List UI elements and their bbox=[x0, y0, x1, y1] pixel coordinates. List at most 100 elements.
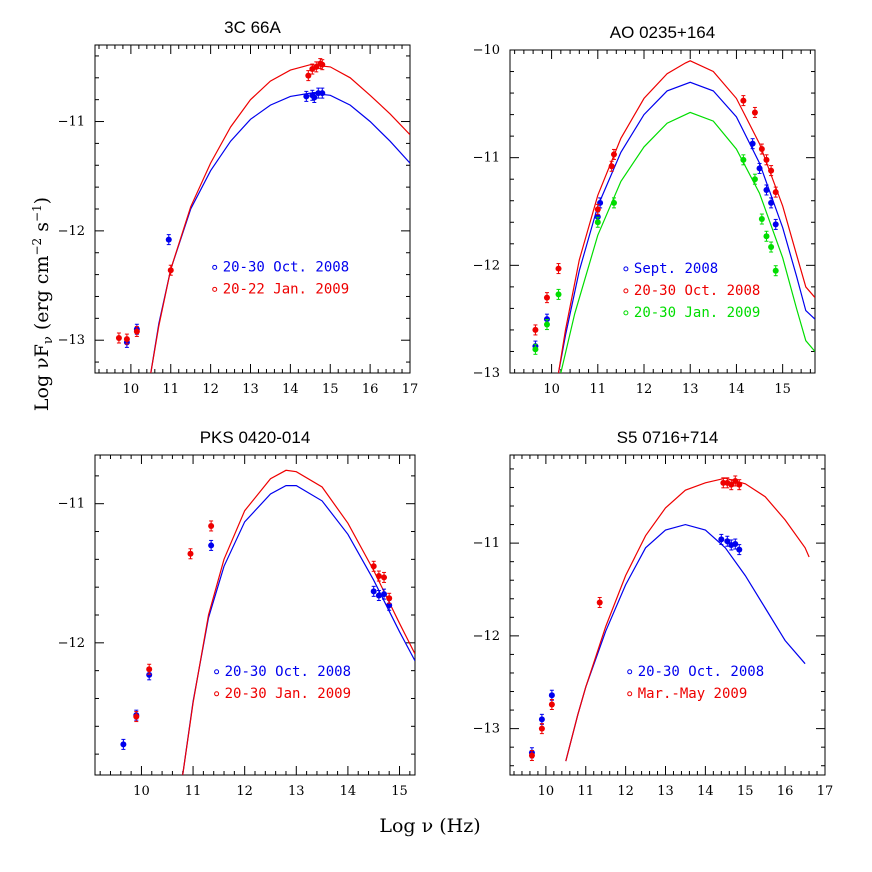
y-axis-label-part: ) bbox=[31, 197, 53, 204]
legend-label: 20-30 Oct. 2008 bbox=[634, 283, 760, 299]
data-point-blue bbox=[538, 716, 545, 723]
data-point-red bbox=[123, 336, 130, 343]
y-axis-label-part: F bbox=[31, 344, 53, 357]
legend-marker bbox=[212, 286, 218, 292]
x-tick-label: 10 bbox=[543, 382, 560, 397]
data-point-red bbox=[596, 599, 603, 606]
data-point-red bbox=[608, 163, 615, 170]
x-axis-label-part: ν bbox=[422, 815, 434, 837]
y-axis-label-part: Log bbox=[31, 369, 53, 411]
data-point-red bbox=[115, 335, 122, 342]
data-point-red bbox=[548, 701, 555, 708]
x-tick-label: 15 bbox=[391, 784, 408, 799]
x-tick-label: 12 bbox=[617, 784, 634, 799]
data-point-red bbox=[381, 574, 388, 581]
x-tick-label: 10 bbox=[133, 784, 150, 799]
data-point-red bbox=[736, 481, 743, 488]
x-tick-label: 13 bbox=[288, 784, 305, 799]
data-point-blue bbox=[772, 221, 779, 228]
y-axis-label-part: ν bbox=[31, 357, 53, 369]
x-axis-label-part: Log bbox=[379, 815, 421, 837]
y-tick-label: −11 bbox=[58, 115, 85, 130]
data-point-green bbox=[555, 291, 562, 298]
data-point-blue bbox=[370, 588, 377, 595]
legend-marker bbox=[623, 266, 629, 272]
plot-frame bbox=[94, 44, 411, 374]
legend-label: Mar.-May 2009 bbox=[638, 686, 748, 702]
x-tick-label: 11 bbox=[162, 382, 179, 397]
data-point-green bbox=[772, 267, 779, 274]
panel-title: 3C 66A bbox=[224, 18, 281, 37]
legend-marker bbox=[627, 669, 633, 675]
x-tick-label: 16 bbox=[777, 784, 794, 799]
y-tick-label: −12 bbox=[473, 258, 500, 273]
legend-label: 20-30 Oct. 2008 bbox=[638, 664, 764, 680]
x-axis-label-part: (Hz) bbox=[433, 815, 480, 837]
x-tick-label: 11 bbox=[590, 382, 607, 397]
panel-title: AO 0235+164 bbox=[610, 23, 715, 42]
x-tick-label: 13 bbox=[657, 784, 674, 799]
data-point-green bbox=[768, 244, 775, 251]
x-tick-label: 10 bbox=[123, 382, 140, 397]
data-point-green bbox=[740, 156, 747, 163]
data-point-red bbox=[538, 725, 545, 732]
data-point-green bbox=[543, 321, 550, 328]
plot-frame bbox=[509, 454, 826, 776]
legend-label: 20-30 Oct. 2008 bbox=[223, 259, 349, 275]
y-axis-label-part: ν bbox=[41, 336, 56, 344]
legend-label: 20-30 Oct. 2008 bbox=[225, 664, 351, 680]
model-curve-red bbox=[565, 477, 810, 762]
data-point-blue bbox=[303, 93, 310, 100]
x-tick-label: 15 bbox=[774, 382, 791, 397]
y-tick-label: −11 bbox=[473, 151, 500, 166]
data-point-red bbox=[728, 481, 735, 488]
y-tick-label: −10 bbox=[473, 43, 500, 58]
x-axis-label: Log ν (Hz) bbox=[379, 815, 480, 837]
panels: 3C 66A 10 11 12 13 14 15 16 17 −13 −12 −11 20-30 Oct… bbox=[58, 18, 834, 799]
model-curve-red bbox=[182, 469, 415, 775]
x-tick-label: 17 bbox=[402, 382, 419, 397]
legend-marker bbox=[623, 310, 629, 316]
data-point-red bbox=[555, 265, 562, 272]
data-point-blue bbox=[146, 671, 153, 678]
model-curve-red bbox=[150, 64, 410, 373]
x-tick-label: 15 bbox=[737, 784, 754, 799]
data-point-blue bbox=[756, 165, 763, 172]
data-point-blue bbox=[768, 199, 775, 206]
model-curve-blue bbox=[565, 523, 806, 762]
x-tick-label: 12 bbox=[202, 382, 219, 397]
y-tick-label: −11 bbox=[58, 497, 85, 512]
y-tick-label: −13 bbox=[473, 366, 500, 381]
data-point-red bbox=[763, 156, 770, 163]
data-point-green bbox=[594, 219, 601, 226]
data-point-red bbox=[528, 752, 535, 759]
panel-3: PKS 0420-014 10 11 12 13 14 15 −12 −11 20-30 Oct.… bbox=[58, 428, 416, 799]
x-tick-label: 11 bbox=[577, 784, 594, 799]
data-point-red bbox=[375, 573, 382, 580]
legend-marker bbox=[627, 691, 633, 697]
legend-marker bbox=[623, 288, 629, 294]
data-point-red bbox=[305, 72, 312, 79]
y-axis-label-part: −1 bbox=[30, 204, 44, 222]
plot-frame bbox=[94, 454, 416, 776]
y-axis-label: Log νFν (erg cm−2 s−1) bbox=[30, 197, 56, 411]
data-point-red bbox=[319, 61, 326, 68]
legend-label: 20-22 Jan. 2009 bbox=[223, 281, 349, 297]
data-point-red bbox=[146, 666, 153, 673]
y-tick-label: −13 bbox=[58, 333, 85, 348]
y-tick-label: −12 bbox=[58, 224, 85, 239]
legend-marker bbox=[212, 264, 218, 270]
y-tick-label: −11 bbox=[473, 536, 500, 551]
data-point-blue bbox=[763, 186, 770, 193]
data-point-blue bbox=[548, 692, 555, 699]
x-tick-label: 10 bbox=[538, 784, 555, 799]
data-point-red bbox=[386, 595, 393, 602]
panel-2: AO 0235+164 10 11 12 13 14 15 −13 −12 −11 −10 Sept.… bbox=[473, 23, 816, 397]
data-point-red bbox=[543, 294, 550, 301]
plot-frame bbox=[509, 49, 816, 374]
data-point-blue bbox=[208, 542, 215, 549]
data-point-blue bbox=[381, 591, 388, 598]
data-point-red bbox=[313, 63, 320, 70]
x-tick-label: 15 bbox=[322, 382, 339, 397]
